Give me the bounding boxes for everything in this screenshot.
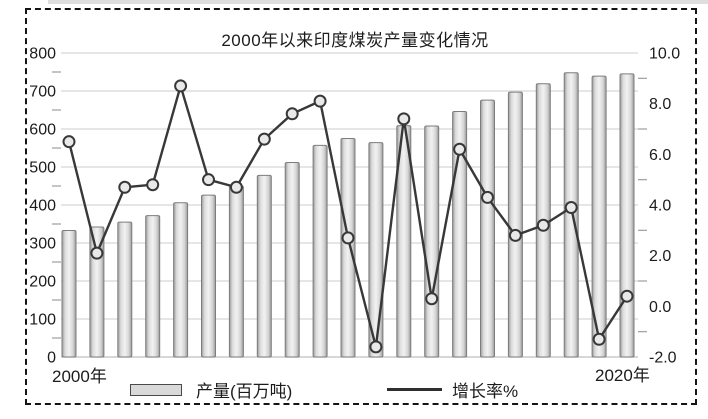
point-2008	[285, 107, 299, 121]
point-2015	[481, 190, 494, 204]
left-tick-200: 200	[29, 274, 56, 291]
legend-production-label: 产量(百万吨)	[196, 382, 293, 401]
bar-2016	[507, 91, 523, 358]
point-2017	[536, 218, 550, 232]
right-tick-8.0: 8.0	[649, 96, 671, 113]
left-tick-600: 600	[29, 122, 56, 139]
point-2004	[174, 79, 188, 93]
chart-title: 2000年以来印度煤炭产量变化情况	[221, 31, 489, 50]
legend-bar-swatch	[130, 384, 182, 396]
right-tick-4.0: 4.0	[649, 198, 671, 215]
bar-2011	[368, 142, 384, 358]
point-2020	[620, 289, 634, 303]
right-tick--2.0: -2.0	[649, 350, 677, 367]
point-2010	[341, 231, 355, 245]
point-2019	[592, 332, 606, 346]
growth-rate-markers	[62, 79, 634, 354]
left-tick-400: 400	[29, 198, 56, 215]
right-tick-0.0: 0.0	[649, 299, 671, 316]
point-2011	[369, 340, 383, 354]
right-tick-2.0: 2.0	[649, 248, 671, 265]
left-tick-700: 700	[29, 84, 56, 101]
bar-2008	[284, 161, 300, 358]
bar-2001	[89, 226, 105, 358]
bar-2019	[591, 75, 607, 358]
bar-2015	[480, 99, 495, 358]
page-crop-artifact	[48, 0, 708, 4]
dashed-clipping-border	[25, 8, 697, 405]
left-tick-300: 300	[29, 236, 56, 253]
left-tick-500: 500	[29, 160, 56, 177]
legend-line-swatch	[387, 388, 442, 391]
point-2014	[453, 142, 467, 156]
bar-2002	[117, 221, 133, 358]
right-tick-6.0: 6.0	[649, 147, 671, 164]
point-2007	[257, 132, 271, 146]
point-2000	[62, 135, 76, 149]
bar-2005	[201, 194, 216, 358]
x-axis-label-2020: 2020年	[595, 366, 650, 385]
axis-minor-ticks	[52, 71, 647, 339]
bar-2006	[228, 185, 244, 358]
point-2002	[118, 180, 132, 194]
left-tick-100: 100	[29, 312, 56, 329]
bar-2000	[61, 229, 77, 358]
bar-2007	[256, 174, 272, 358]
bar-2020	[619, 73, 635, 358]
bar-2009	[312, 144, 328, 358]
point-2012	[397, 112, 411, 126]
point-2005	[202, 173, 215, 187]
right-axis-labels: -2.0 0.0 2.0 4.0 6.0 8.0 10.0	[649, 46, 680, 367]
point-2009	[313, 94, 327, 108]
point-2013	[425, 292, 439, 306]
bar-2010	[340, 138, 356, 358]
point-2003	[146, 178, 160, 192]
right-tick-10.0: 10.0	[649, 46, 680, 63]
left-tick-0: 0	[47, 350, 56, 367]
bar-2004	[173, 202, 189, 358]
left-axis-labels: 0 100 200 300 400 500 600 700 800	[29, 46, 56, 367]
x-axis-label-2000: 2000年	[52, 367, 107, 386]
point-2016	[508, 228, 522, 242]
legend-growth-label: 增长率%	[452, 382, 519, 401]
bar-2013	[424, 125, 440, 358]
left-tick-800: 800	[29, 46, 56, 63]
bar-2018	[563, 72, 579, 358]
point-2018	[564, 201, 578, 215]
point-2006	[229, 180, 243, 194]
production-bars	[61, 72, 635, 358]
bar-2003	[145, 215, 161, 358]
point-2001	[90, 246, 104, 260]
